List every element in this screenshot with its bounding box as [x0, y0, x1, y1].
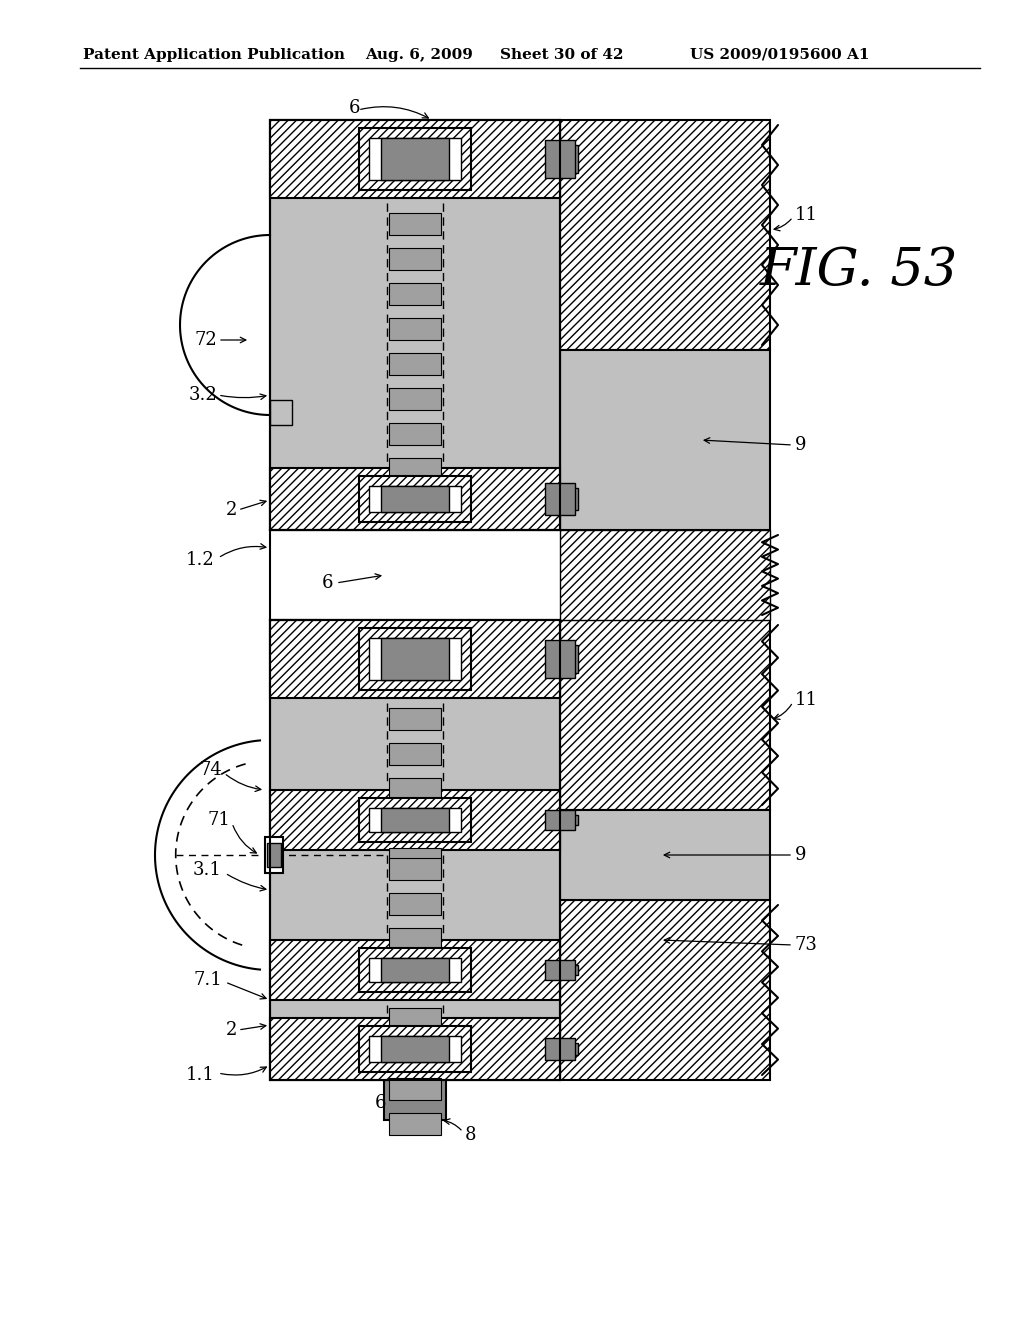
Bar: [560, 350, 770, 531]
Bar: [359, 1026, 471, 1072]
Bar: [560, 965, 578, 975]
Bar: [560, 1043, 578, 1055]
Bar: [369, 139, 461, 180]
Bar: [359, 948, 471, 993]
Bar: [270, 120, 560, 531]
Bar: [389, 777, 441, 800]
Bar: [560, 814, 578, 825]
Bar: [369, 638, 461, 680]
Bar: [381, 638, 449, 680]
Text: 2: 2: [225, 1020, 237, 1039]
Bar: [381, 958, 449, 982]
Bar: [560, 145, 578, 173]
Bar: [270, 531, 770, 620]
Bar: [545, 483, 575, 515]
Bar: [270, 469, 560, 531]
Bar: [270, 1018, 560, 1080]
Bar: [389, 352, 441, 375]
Text: 6: 6: [374, 1094, 386, 1111]
Polygon shape: [145, 730, 260, 979]
Bar: [369, 486, 461, 512]
Bar: [265, 837, 283, 873]
Bar: [545, 140, 575, 178]
Polygon shape: [175, 230, 270, 420]
Bar: [270, 620, 560, 698]
Bar: [389, 1113, 441, 1135]
Bar: [369, 958, 461, 982]
Bar: [389, 894, 441, 915]
Bar: [359, 628, 471, 690]
Text: Sheet 30 of 42: Sheet 30 of 42: [500, 48, 624, 62]
Bar: [560, 531, 770, 620]
Text: 11: 11: [795, 690, 818, 709]
Bar: [359, 477, 471, 521]
Text: 72: 72: [195, 331, 217, 348]
Bar: [270, 620, 560, 1080]
Bar: [389, 388, 441, 411]
Text: US 2009/0195600 A1: US 2009/0195600 A1: [690, 48, 869, 62]
Bar: [369, 808, 461, 832]
Bar: [389, 858, 441, 880]
Text: 6: 6: [322, 574, 333, 591]
Bar: [560, 488, 578, 510]
Text: 6: 6: [349, 99, 360, 117]
Bar: [381, 808, 449, 832]
Bar: [384, 1080, 446, 1119]
Bar: [389, 1078, 441, 1100]
Bar: [560, 120, 770, 350]
Text: FIG. 53: FIG. 53: [760, 244, 958, 296]
Bar: [389, 1043, 441, 1065]
Bar: [267, 843, 281, 867]
Bar: [560, 810, 770, 900]
Bar: [270, 400, 292, 425]
Bar: [389, 282, 441, 305]
Bar: [369, 1036, 461, 1063]
Text: 73: 73: [795, 936, 818, 954]
Bar: [389, 458, 441, 480]
Bar: [389, 422, 441, 445]
Text: 71: 71: [207, 810, 230, 829]
Bar: [560, 620, 770, 810]
Text: 7.1: 7.1: [194, 972, 222, 989]
Bar: [389, 1008, 441, 1030]
Bar: [545, 1038, 575, 1060]
Bar: [560, 900, 770, 1080]
Bar: [389, 318, 441, 341]
Bar: [270, 120, 560, 531]
Text: 1.1: 1.1: [186, 1067, 215, 1084]
Bar: [381, 486, 449, 512]
Bar: [545, 640, 575, 678]
Text: 9: 9: [795, 436, 807, 454]
Bar: [389, 743, 441, 766]
Bar: [381, 139, 449, 180]
Bar: [359, 128, 471, 190]
Bar: [381, 1036, 449, 1063]
Bar: [545, 960, 575, 979]
Text: 74: 74: [200, 762, 222, 779]
Bar: [270, 120, 560, 198]
Text: Patent Application Publication: Patent Application Publication: [83, 48, 345, 62]
Text: 9: 9: [795, 846, 807, 865]
Text: 2: 2: [225, 502, 237, 519]
Bar: [389, 847, 441, 870]
Text: 3.2: 3.2: [188, 385, 217, 404]
Text: 3.1: 3.1: [194, 861, 222, 879]
Bar: [560, 645, 578, 673]
Text: Aug. 6, 2009: Aug. 6, 2009: [365, 48, 473, 62]
Bar: [270, 940, 560, 1001]
Text: 8: 8: [465, 1126, 476, 1144]
Bar: [545, 810, 575, 830]
Bar: [389, 928, 441, 950]
Bar: [359, 799, 471, 842]
Text: 11: 11: [795, 206, 818, 224]
Bar: [389, 813, 441, 836]
Text: 1.2: 1.2: [186, 550, 215, 569]
Bar: [389, 708, 441, 730]
Bar: [270, 620, 560, 1080]
Bar: [389, 248, 441, 271]
Bar: [270, 789, 560, 850]
Bar: [389, 213, 441, 235]
